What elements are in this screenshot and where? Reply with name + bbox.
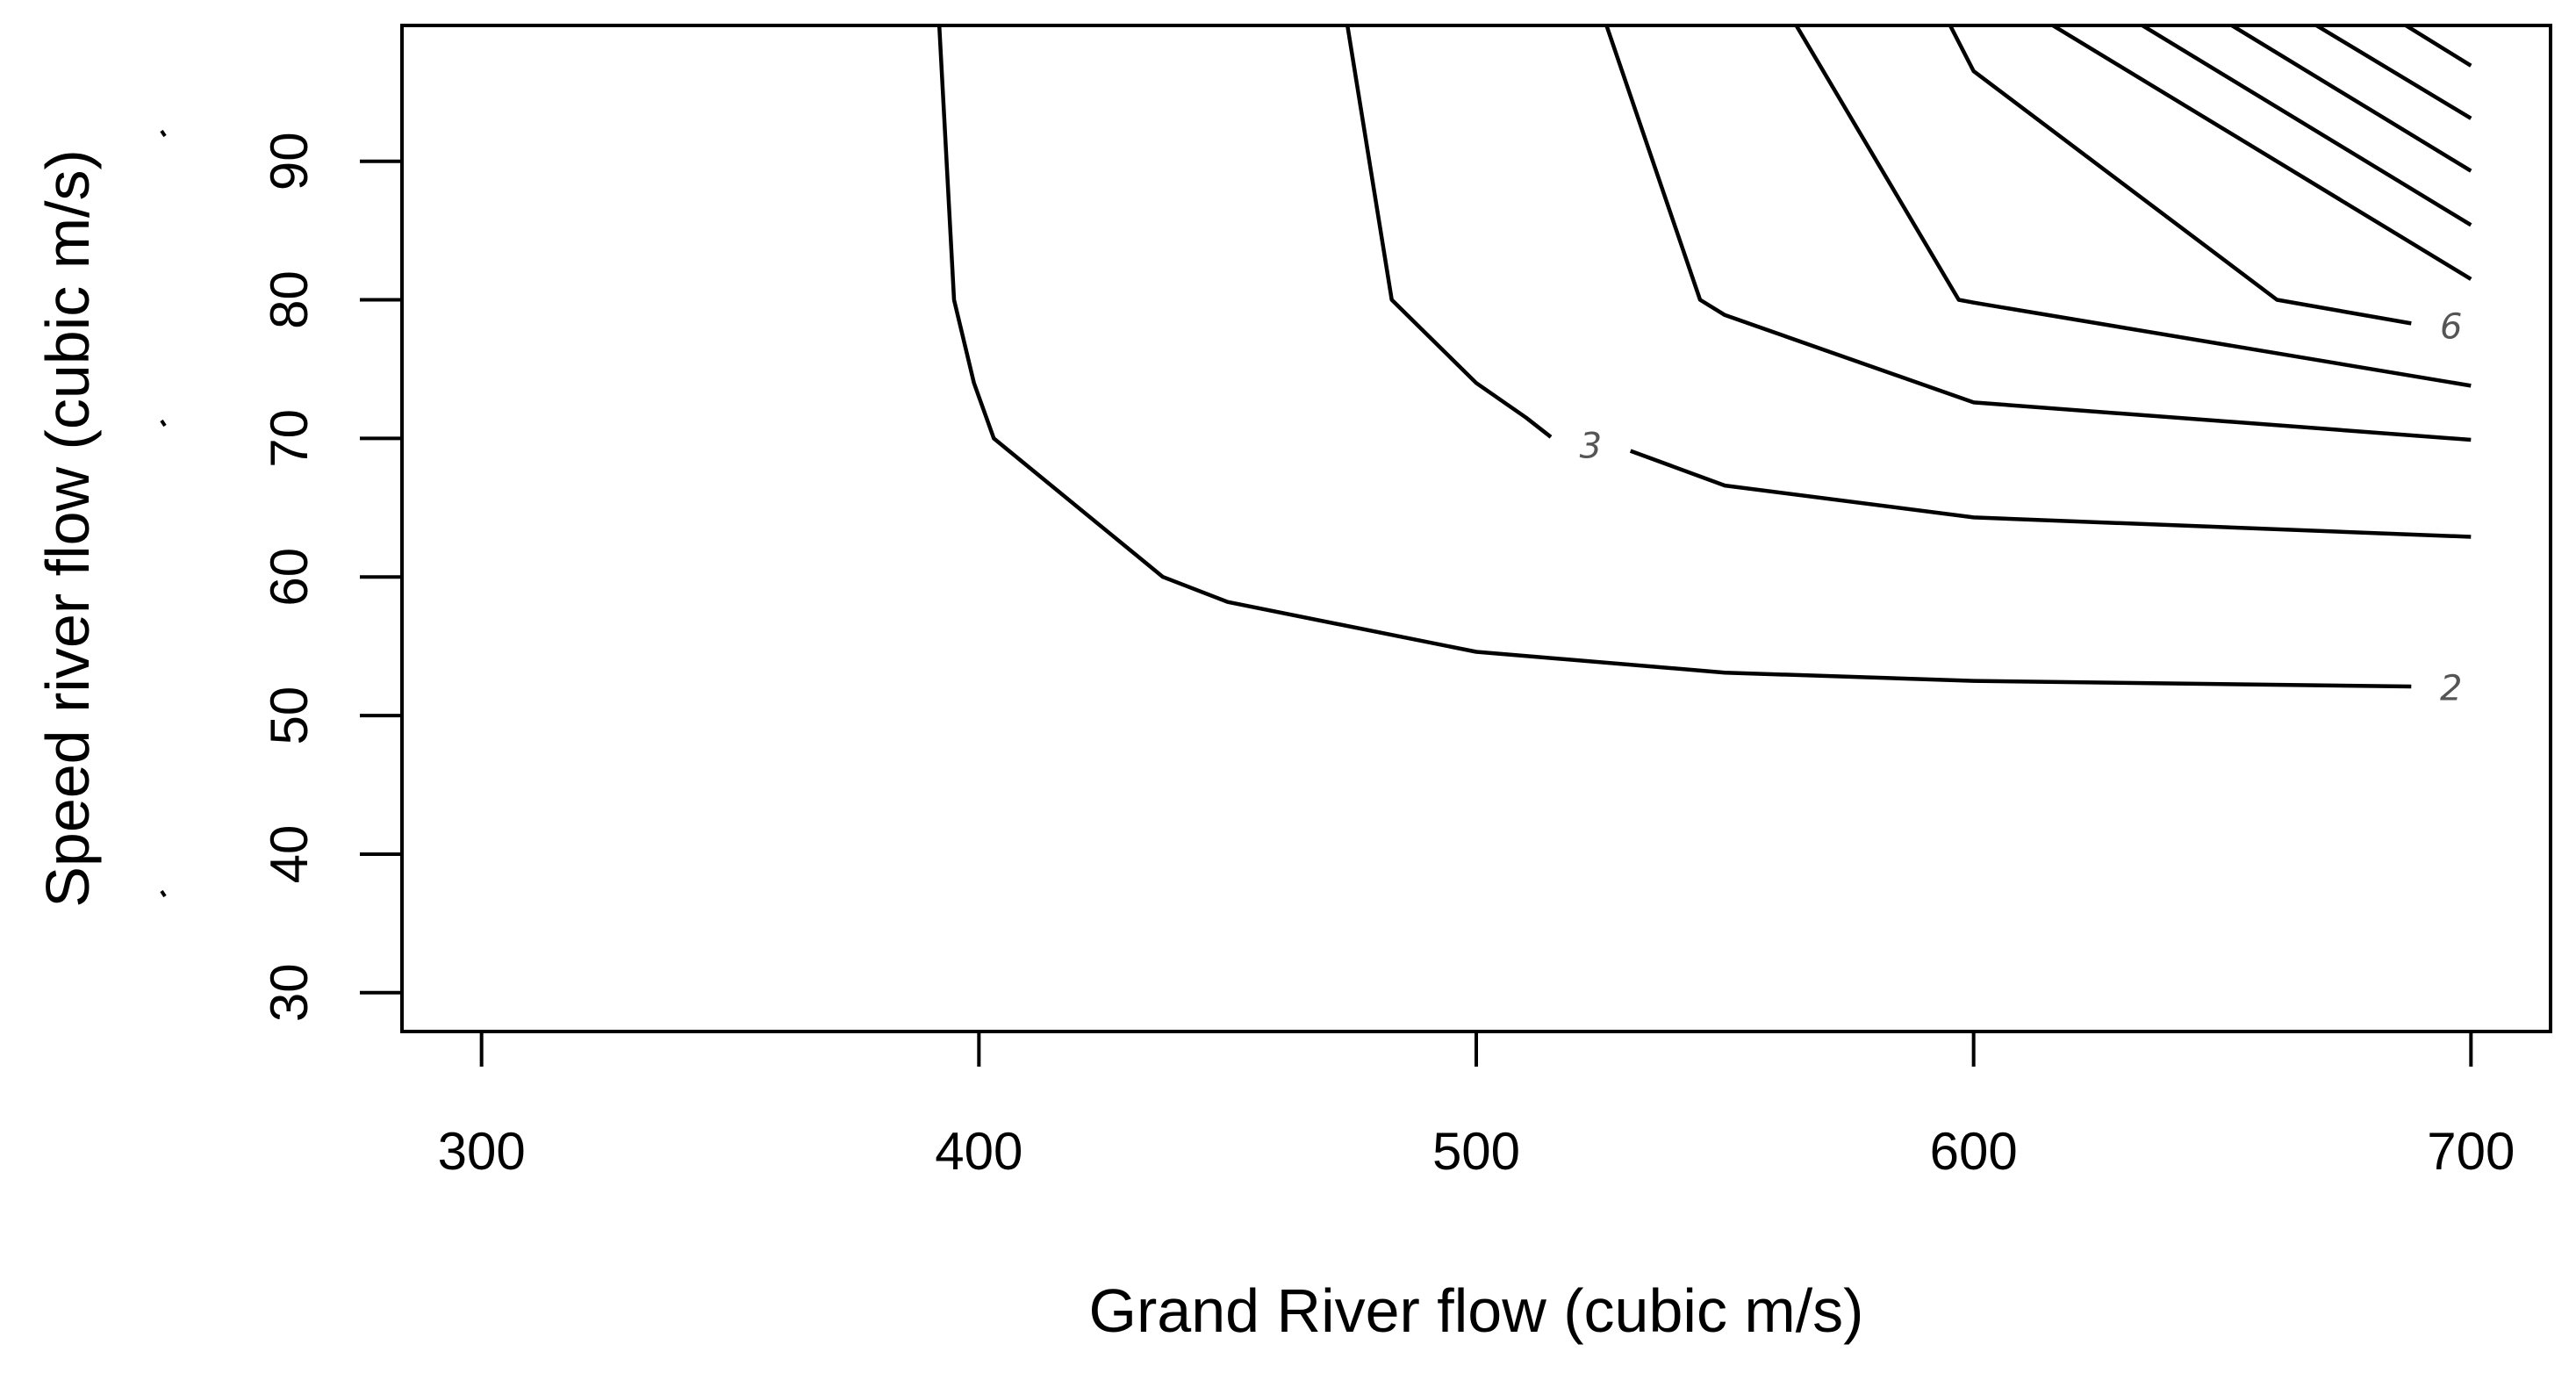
contour-line-level-8 [2138, 25, 2472, 227]
contour-lines [936, 25, 2472, 689]
contour-line-level-5 [1793, 25, 2472, 388]
contour-line-level-10 [2312, 25, 2472, 120]
contour-line-level-9 [2228, 25, 2472, 173]
y-axis-label: Speed river flow (cubic m/s) [33, 149, 102, 908]
stray-mark [160, 419, 167, 428]
stray-marks [160, 129, 167, 898]
contour-label-2: 2 [2440, 669, 2462, 709]
x-tick-label: 600 [1930, 1122, 2018, 1181]
y-tick-label: 70 [260, 409, 319, 468]
contour-line-level-3 [1629, 449, 2472, 539]
y-tick-label: 80 [260, 270, 319, 329]
stray-mark [160, 129, 167, 138]
y-tick-label: 60 [260, 548, 319, 607]
x-tick-label: 700 [2427, 1122, 2515, 1181]
contour-line-level-2 [936, 25, 2412, 689]
contour-line-level-4 [1604, 25, 2472, 442]
y-tick-label: 50 [260, 686, 319, 745]
x-tick-label: 500 [1432, 1122, 1520, 1181]
x-axis: 300 400 500 600 700 [438, 1030, 2515, 1181]
y-axis: 30 40 50 60 70 80 90 [260, 132, 404, 1022]
contour-line-level-6 [1948, 25, 2412, 326]
x-axis-label: Grand River flow (cubic m/s) [1089, 1276, 1864, 1345]
contour-labels: 2 3 6 [1580, 307, 2463, 709]
contour-label-3: 3 [1580, 426, 1602, 466]
contour-line-level-7 [2049, 25, 2472, 281]
y-tick-label: 30 [260, 963, 319, 1022]
stray-mark [160, 889, 167, 898]
contour-label-6: 6 [2440, 307, 2462, 348]
y-tick-label: 90 [260, 132, 319, 190]
x-tick-label: 300 [438, 1122, 526, 1181]
y-tick-label: 40 [260, 825, 319, 884]
contour-line-level-3 [1345, 25, 1553, 439]
contour-line-level-11 [2401, 25, 2472, 68]
x-tick-label: 400 [935, 1122, 1023, 1181]
